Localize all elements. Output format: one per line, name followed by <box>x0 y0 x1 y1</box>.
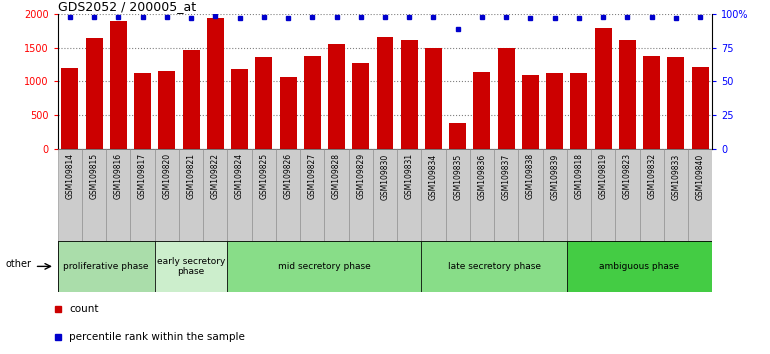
Bar <box>373 149 397 241</box>
Bar <box>349 149 373 241</box>
Bar <box>571 73 588 149</box>
Bar <box>155 241 227 292</box>
Bar <box>668 57 685 149</box>
Bar <box>155 149 179 241</box>
Bar <box>643 56 660 149</box>
Bar <box>594 28 611 149</box>
Text: GSM109839: GSM109839 <box>551 153 559 200</box>
Text: GSM109815: GSM109815 <box>89 153 99 199</box>
Text: GSM109817: GSM109817 <box>138 153 147 199</box>
Bar <box>446 149 470 241</box>
Bar <box>546 73 563 149</box>
Text: percentile rank within the sample: percentile rank within the sample <box>69 332 245 342</box>
Bar <box>664 149 688 241</box>
Text: other: other <box>5 259 32 269</box>
Text: GSM109836: GSM109836 <box>477 153 487 200</box>
Bar <box>106 149 130 241</box>
Bar <box>449 123 466 149</box>
Text: GSM109820: GSM109820 <box>162 153 172 199</box>
Bar <box>231 69 248 149</box>
Bar <box>304 56 321 149</box>
Bar <box>207 18 224 149</box>
Text: early secretory
phase: early secretory phase <box>157 257 226 276</box>
Text: GSM109835: GSM109835 <box>454 153 462 200</box>
Bar <box>567 149 591 241</box>
Bar <box>82 149 106 241</box>
Bar <box>276 149 300 241</box>
Text: GSM109821: GSM109821 <box>186 153 196 199</box>
Bar <box>227 149 252 241</box>
Text: GSM109830: GSM109830 <box>380 153 390 200</box>
Text: GSM109826: GSM109826 <box>283 153 293 199</box>
Bar <box>470 149 494 241</box>
Bar <box>688 149 712 241</box>
Bar <box>203 149 227 241</box>
Text: late secretory phase: late secretory phase <box>447 262 541 271</box>
Bar <box>300 149 324 241</box>
Bar <box>227 241 421 292</box>
Text: GSM109834: GSM109834 <box>429 153 438 200</box>
Bar <box>324 149 349 241</box>
Bar <box>252 149 276 241</box>
Bar <box>543 149 567 241</box>
Bar <box>256 57 273 149</box>
Text: GSM109828: GSM109828 <box>332 153 341 199</box>
Text: GDS2052 / 200005_at: GDS2052 / 200005_at <box>58 0 196 13</box>
Bar <box>328 44 345 149</box>
Text: GSM109838: GSM109838 <box>526 153 535 199</box>
Text: GSM109819: GSM109819 <box>598 153 608 199</box>
Text: GSM109825: GSM109825 <box>259 153 268 199</box>
Bar <box>421 241 567 292</box>
Bar <box>400 40 417 149</box>
Bar <box>377 37 393 149</box>
Bar <box>567 241 712 292</box>
Text: mid secretory phase: mid secretory phase <box>278 262 371 271</box>
Bar <box>591 149 615 241</box>
Text: GSM109816: GSM109816 <box>114 153 123 199</box>
Text: GSM109822: GSM109822 <box>211 153 219 199</box>
Bar <box>58 241 155 292</box>
Bar <box>425 48 442 149</box>
Bar <box>62 68 79 149</box>
Text: GSM109824: GSM109824 <box>235 153 244 199</box>
Bar <box>640 149 664 241</box>
Bar <box>691 67 708 149</box>
Text: GSM109823: GSM109823 <box>623 153 632 199</box>
Bar <box>85 38 102 149</box>
Text: GSM109837: GSM109837 <box>502 153 511 200</box>
Bar <box>353 63 370 149</box>
Text: GSM109833: GSM109833 <box>671 153 681 200</box>
Bar <box>474 72 490 149</box>
Bar <box>421 149 446 241</box>
Bar <box>179 149 203 241</box>
Bar <box>615 149 640 241</box>
Text: proliferative phase: proliferative phase <box>63 262 149 271</box>
Bar <box>182 51 199 149</box>
Bar <box>134 73 151 149</box>
Bar <box>518 149 543 241</box>
Text: GSM109840: GSM109840 <box>695 153 705 200</box>
Bar <box>497 48 514 149</box>
Text: GSM109829: GSM109829 <box>357 153 365 199</box>
Text: GSM109827: GSM109827 <box>308 153 316 199</box>
Text: GSM109832: GSM109832 <box>647 153 656 199</box>
Bar <box>619 40 636 149</box>
Text: ambiguous phase: ambiguous phase <box>600 262 680 271</box>
Bar <box>130 149 155 241</box>
Bar <box>58 149 82 241</box>
Text: GSM109831: GSM109831 <box>405 153 413 199</box>
Text: GSM109814: GSM109814 <box>65 153 75 199</box>
Bar <box>494 149 518 241</box>
Bar <box>110 21 127 149</box>
Bar <box>397 149 421 241</box>
Bar <box>522 75 539 149</box>
Bar <box>280 77 296 149</box>
Bar <box>159 72 176 149</box>
Text: count: count <box>69 304 99 314</box>
Text: GSM109818: GSM109818 <box>574 153 584 199</box>
